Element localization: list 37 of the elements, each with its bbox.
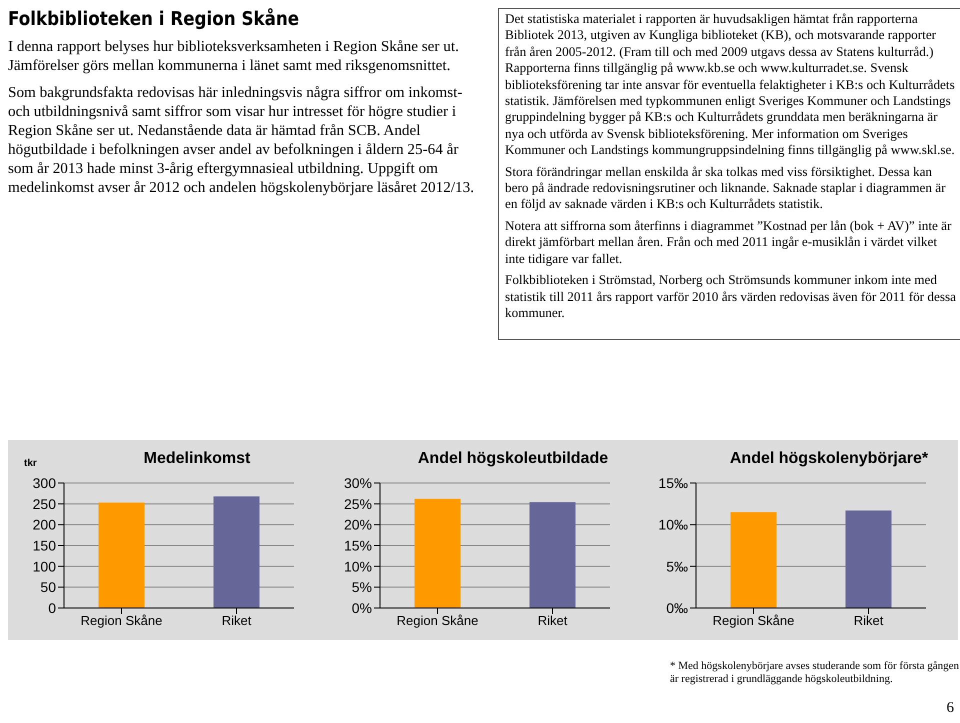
text: Det statistiska materialet i rapporten är huvudsakligen hämtat från rapporterna Bibliotek 2013, utgiven av Kungliga biblioteket (KB), och motsvarande rapporter från åren 2005-2012. (Fram till och med 2009 utgavs dessa av Statens kulturråd.) Rapporterna finns tillgänglig på www.kb.se och www.kulturradet.se. Svensk biblioteksförening tar inte ansvar för eventuella felaktigheter i KB:s och Kulturrådets statistik. Jämförelsen med typkommunen enligt Sveriges Kommuner och Landstings gruppindelning bygger på KB:s och Kulturrådets grunddata men beräkningarna är nya och utförda av Svensk biblioteksförening. Mer information om Sveriges Kommuner och Landstings kommungruppsindelning finns tillgänglig på www.skl.se. xyxy=(505,11,955,158)
text: Som bakgrundsfakta redovisas här inledningsvis några siffror om inkomst- och utbildningsnivå samt siffror som visar hur intresset för högre studier i Region Skåne ser ut. Nedanstående data är hämtad från SCB. Andel högutbildade i befolkningen avser andel av befolkningen i åldern 25-64 år som år 2013 hade minst 3-årig eftergymnasieal utbildning. Uppgift om medelinkomst avser år 2012 och andelen högskolenybörjare läsåret 2012/13. xyxy=(8,83,476,197)
text: * Med högskolenybörjare avses studerande som för första gången är registrerad i grundläggande högskoleutbildning. xyxy=(670,660,960,686)
y-tick-label: 10‰ xyxy=(658,516,688,533)
text: Stora förändringar mellan enskilda år ska tolkas med viss försiktighet. Dessa kan bero på ändrade redovisningsrutiner och liknande. Saknade staplar i diagrammen är en följd av saknade värden i KB:s och Kulturrådets statistik. xyxy=(505,164,947,213)
text: I denna rapport belyses hur biblioteksverksamheten i Region Skåne ser ut. Jämförelser görs mellan kommunerna i länet samt med riksgenomsnittet. xyxy=(8,37,460,75)
y-tick-label: 30% xyxy=(344,474,372,491)
y-tick-label: 0% xyxy=(352,600,372,616)
y-tick-label: 250 xyxy=(32,496,56,512)
chart-title: Andel högskolenybörjare* xyxy=(728,450,930,468)
y-tick-label: 0‰ xyxy=(666,600,688,616)
y-tick-label: 5% xyxy=(352,579,372,596)
text: Notera att siffrorna som återfinns i diagrammet ”Kostnad per lån (bok + AV)” inte är direkt jämförbart mellan åren. Från och med 2011 ingår e-musiklån i värdet vilket inte tidigare var fallet. xyxy=(505,218,952,268)
y-tick-label: 50 xyxy=(40,579,56,596)
text: Folkbiblioteken i Strömstad, Norberg och Strömsunds kommuner inkom inte med statistik till 2011 års rapport varför 2010 års värden redovisas även för 2011 för dessa kommuner. xyxy=(505,272,957,322)
y-tick-label: 300 xyxy=(32,474,56,491)
text: Folkbiblioteken i Region Skåne xyxy=(8,8,300,30)
x-tick-label: Region Skåne xyxy=(396,613,478,628)
x-tick-label: Riket xyxy=(222,613,252,628)
text: 6 xyxy=(946,700,954,717)
chart-title: Medelinkomst xyxy=(142,450,252,468)
y-tick-label: 15% xyxy=(344,537,372,554)
chart-title: Andel högskoleutbildade xyxy=(416,450,610,468)
y-tick-label: 10% xyxy=(344,558,372,574)
y-tick-label: 100 xyxy=(32,558,56,574)
y-tick-label: 5‰ xyxy=(666,558,688,574)
y-tick-label: 20% xyxy=(344,516,372,533)
y-tick-label: 25% xyxy=(344,496,372,512)
y-tick-label: 200 xyxy=(32,516,56,533)
y-tick-label: 0 xyxy=(48,600,56,616)
y-tick-label: 15‰ xyxy=(658,474,688,491)
x-tick-label: Region Skåne xyxy=(80,613,162,628)
x-tick-label: Riket xyxy=(538,613,568,628)
y-tick-label: 150 xyxy=(32,537,56,554)
y-axis-title: tkr xyxy=(24,458,37,469)
x-tick-label: Region Skåne xyxy=(712,613,794,628)
x-tick-label: Riket xyxy=(854,613,884,628)
